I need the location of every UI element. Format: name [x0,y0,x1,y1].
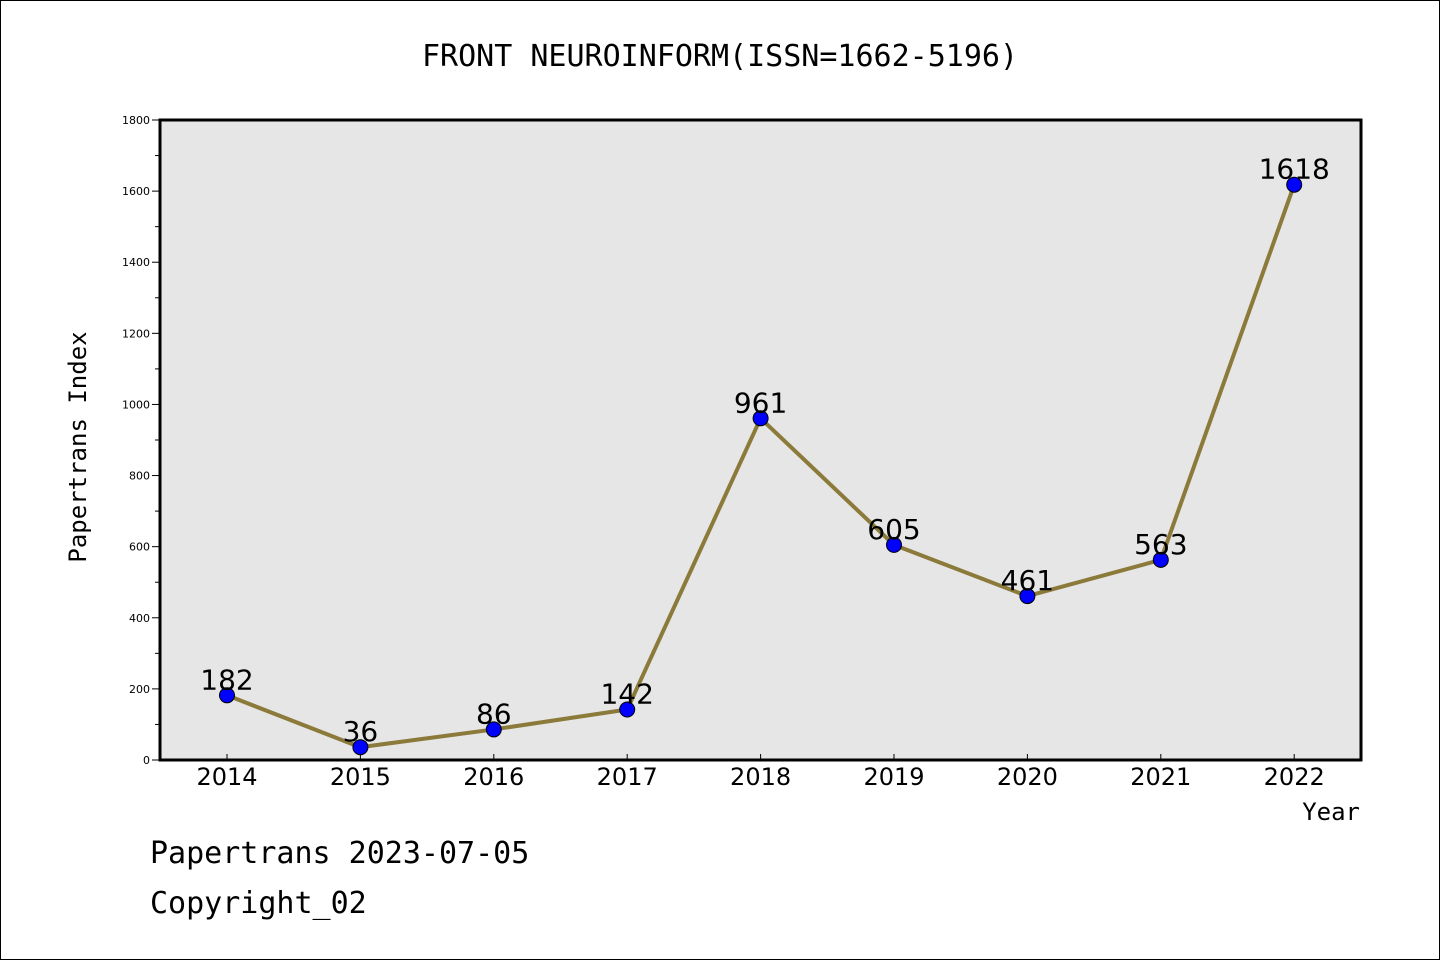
footer-date: Papertrans 2023-07-05 [150,836,530,871]
y-tick-label: 800 [129,470,150,483]
y-tick-label: 600 [129,541,150,554]
data-label: 461 [1001,564,1054,597]
y-tick-label: 0 [143,754,150,767]
y-axis-label: Papertrans Index [64,331,92,562]
data-label: 182 [200,663,253,696]
y-tick-label: 200 [129,683,150,696]
data-point [1019,588,1036,605]
data-point [752,410,769,427]
data-label: 86 [476,697,512,730]
x-tick-label: 2016 [463,763,524,791]
x-tick-label: 2015 [330,763,391,791]
data-label: 36 [343,715,379,748]
y-tick-label: 1600 [122,185,150,198]
data-label: 605 [867,513,920,546]
data-label: 563 [1134,528,1187,561]
data-point [1286,176,1303,193]
data-label: 142 [600,678,653,711]
chart-title: FRONT NEUROINFORM(ISSN=1662-5196) [422,39,1018,74]
x-tick-label: 2021 [1130,763,1191,791]
data-labels: 182 36 86 142 961 605 461 563 1618 [200,153,1330,748]
data-label: 1618 [1259,153,1330,186]
x-tick-label: 2019 [863,763,924,791]
x-tick-label: 2017 [597,763,658,791]
data-label: 961 [734,386,787,419]
y-tick-label: 400 [129,612,150,625]
y-tick-label: 1000 [122,398,150,411]
data-point [352,739,369,756]
data-point [219,687,235,704]
series-markers [219,176,1303,756]
footer-copyright: Copyright_02 [150,886,367,921]
data-point [886,536,902,553]
x-tick-label: 2022 [1264,763,1325,791]
x-tick-label: 2020 [997,763,1058,791]
x-tick-label: 2014 [196,763,257,791]
x-axis-label: Year [1302,798,1360,826]
y-tick-label: 1200 [122,327,150,340]
y-tick-label: 1400 [122,256,150,269]
data-point [619,701,636,718]
x-tick-label: 2018 [730,763,791,791]
data-point [1152,551,1169,568]
x-axis-ticks: 2014 2015 2016 2017 2018 2019 2020 2021 2022 [196,754,1325,791]
plot-area [158,118,1363,762]
y-tick-label: 1800 [122,114,150,127]
y-axis-ticks: 0 200 400 600 800 1000 1200 1400 1600 1800 [122,114,160,767]
data-point [485,721,502,738]
